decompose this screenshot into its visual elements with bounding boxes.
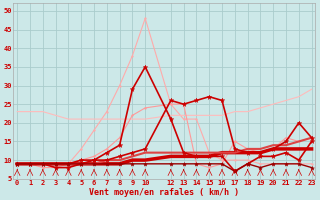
X-axis label: Vent moyen/en rafales ( km/h ): Vent moyen/en rafales ( km/h ): [89, 188, 239, 197]
